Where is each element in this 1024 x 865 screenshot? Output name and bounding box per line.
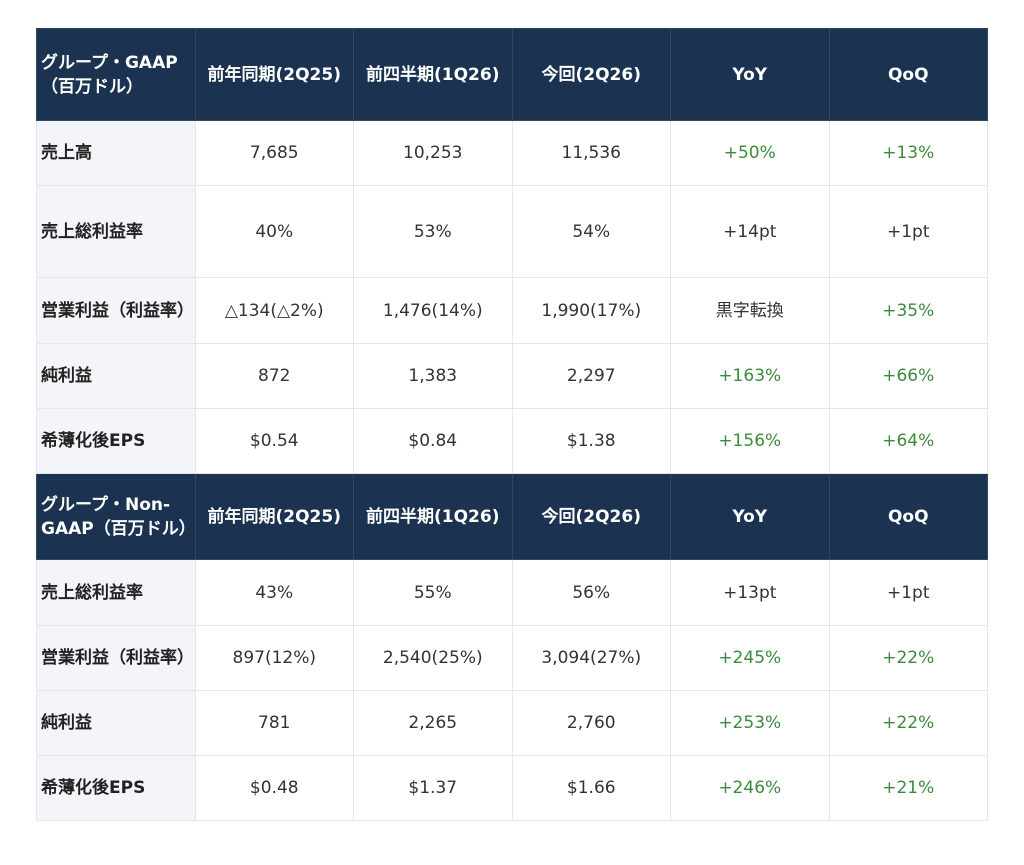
row-label: 純利益 (36, 690, 196, 756)
table-row: 純利益 781 2,265 2,760 +253% +22% (36, 690, 988, 756)
table-cell: $1.38 (511, 408, 671, 474)
table-cell: 10,253 (353, 120, 513, 186)
table-cell: 53% (353, 185, 513, 278)
table-cell: +13pt (670, 559, 830, 626)
row-label: 売上総利益率 (36, 559, 196, 626)
table-cell: 55% (353, 559, 513, 626)
table-cell: 3,094(27%) (511, 625, 671, 691)
column-header: 前年同期(2Q25) (194, 473, 354, 560)
table-cell: $0.84 (353, 408, 513, 474)
column-header: 今回(2Q26) (511, 473, 671, 560)
row-label: 売上高 (36, 120, 196, 186)
table-cell: +1pt (828, 185, 988, 278)
table-cell: 2,297 (511, 343, 671, 409)
section-header-row: グループ・GAAP（百万ドル） 前年同期(2Q25) 前四半期(1Q26) 今回(2Q… (36, 28, 988, 121)
column-header: 前四半期(1Q26) (353, 473, 513, 560)
column-header: 前四半期(1Q26) (353, 28, 513, 121)
table-cell: 2,760 (511, 690, 671, 756)
row-label: 営業利益（利益率） (36, 277, 196, 344)
table-row: 純利益 872 1,383 2,297 +163% +66% (36, 343, 988, 409)
table-cell: +50% (670, 120, 830, 186)
table-cell: 1,383 (353, 343, 513, 409)
table-cell: △134(△2%) (194, 277, 354, 344)
table-cell: $0.54 (194, 408, 354, 474)
table-cell: +22% (828, 690, 988, 756)
table-cell: 897(12%) (194, 625, 354, 691)
table-body: グループ・GAAP（百万ドル） 前年同期(2Q25) 前四半期(1Q26) 今回(2Q… (36, 28, 988, 821)
row-label: 営業利益（利益率） (36, 625, 196, 691)
table-cell: +1pt (828, 559, 988, 626)
table-cell: +64% (828, 408, 988, 474)
table-cell: +163% (670, 343, 830, 409)
table-row: 売上総利益率 40% 53% 54% +14pt +1pt (36, 185, 988, 278)
table-cell: $1.37 (353, 755, 513, 821)
table-cell: +253% (670, 690, 830, 756)
row-label: 希薄化後EPS (36, 755, 196, 821)
table-cell: 黒字転換 (670, 277, 830, 344)
column-header: YoY (670, 28, 830, 121)
table-cell: $0.48 (194, 755, 354, 821)
table-cell: 56% (511, 559, 671, 626)
table-cell: 43% (194, 559, 354, 626)
table-row: 売上高 7,685 10,253 11,536 +50% +13% (36, 120, 988, 186)
table-cell: 1,990(17%) (511, 277, 671, 344)
column-header: 今回(2Q26) (511, 28, 671, 121)
table-row: 売上総利益率 43% 55% 56% +13pt +1pt (36, 559, 988, 626)
table-cell: 2,265 (353, 690, 513, 756)
table-cell: +246% (670, 755, 830, 821)
table-cell: +245% (670, 625, 830, 691)
table-cell: 7,685 (194, 120, 354, 186)
table-cell: +156% (670, 408, 830, 474)
table-cell: +66% (828, 343, 988, 409)
table-row: 営業利益（利益率） △134(△2%) 1,476(14%) 1,990(17%) 黒字… (36, 277, 988, 344)
row-label: 売上総利益率 (36, 185, 196, 278)
row-label: 純利益 (36, 343, 196, 409)
table-cell: 1,476(14%) (353, 277, 513, 344)
table-cell: +35% (828, 277, 988, 344)
table-cell: 2,540(25%) (353, 625, 513, 691)
table-cell: +21% (828, 755, 988, 821)
table-cell: 781 (194, 690, 354, 756)
table-row: 希薄化後EPS $0.48 $1.37 $1.66 +246% +21% (36, 755, 988, 821)
column-header: YoY (670, 473, 830, 560)
table-cell: 872 (194, 343, 354, 409)
table-cell: 11,536 (511, 120, 671, 186)
column-header: QoQ (828, 28, 988, 121)
table-cell: 54% (511, 185, 671, 278)
table-cell: +14pt (670, 185, 830, 278)
table-cell: $1.66 (511, 755, 671, 821)
row-label: 希薄化後EPS (36, 408, 196, 474)
table-cell: 40% (194, 185, 354, 278)
table-row: 営業利益（利益率） 897(12%) 2,540(25%) 3,094(27%) +24… (36, 625, 988, 691)
column-header: QoQ (828, 473, 988, 560)
section-title: グループ・Non-GAAP（百万ドル） (36, 473, 196, 560)
table-row: 希薄化後EPS $0.54 $0.84 $1.38 +156% +64% (36, 408, 988, 474)
section-title: グループ・GAAP（百万ドル） (36, 28, 196, 121)
section-header-row: グループ・Non-GAAP（百万ドル） 前年同期(2Q25) 前四半期(1Q26) 今… (36, 473, 988, 560)
column-header: 前年同期(2Q25) (194, 28, 354, 121)
table-cell: +13% (828, 120, 988, 186)
financial-results-table: グループ・GAAP（百万ドル） 前年同期(2Q25) 前四半期(1Q26) 今回(2Q… (36, 28, 988, 821)
table-cell: +22% (828, 625, 988, 691)
